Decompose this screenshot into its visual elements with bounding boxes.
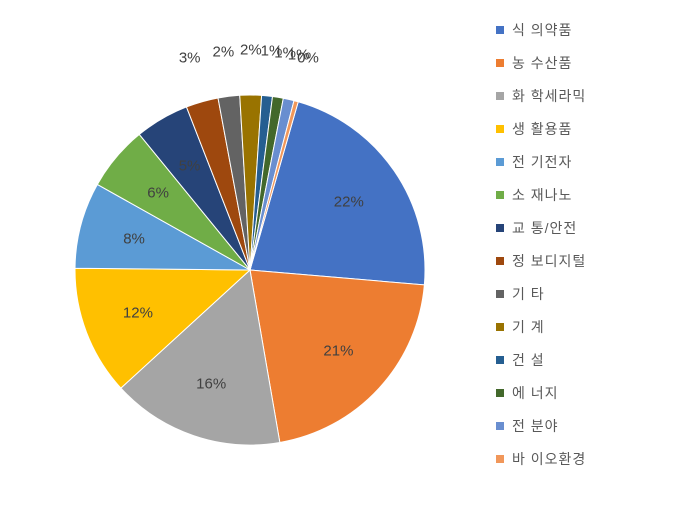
legend-item: 소 재나노: [496, 185, 586, 205]
legend-item: 전 분야: [496, 416, 586, 436]
legend-item: 농 수산품: [496, 53, 586, 73]
pie-area: 22%21%16%12%8%6%5%3%2%2%1%1%1%0%: [10, 10, 490, 510]
chart-container: 22%21%16%12%8%6%5%3%2%2%1%1%1%0% 식 의약품농 …: [10, 10, 669, 510]
legend: 식 의약품농 수산품화 학세라믹생 활용품전 기전자소 재나노교 통/안전정 보…: [490, 10, 586, 482]
legend-label: 전 분야: [512, 416, 559, 436]
legend-label: 바 이오환경: [512, 449, 586, 469]
legend-item: 교 통/안전: [496, 218, 586, 238]
legend-marker: [496, 323, 504, 331]
legend-marker: [496, 422, 504, 430]
legend-label: 소 재나노: [512, 185, 572, 205]
legend-label: 건 설: [512, 350, 545, 370]
legend-item: 전 기전자: [496, 152, 586, 172]
legend-label: 식 의약품: [512, 20, 572, 40]
legend-marker: [496, 59, 504, 67]
slice-label: 16%: [196, 375, 226, 392]
legend-item: 생 활용품: [496, 119, 586, 139]
slice-label: 2%: [213, 43, 235, 60]
legend-marker: [496, 26, 504, 34]
legend-marker: [496, 389, 504, 397]
slice-label: 12%: [123, 304, 153, 321]
legend-item: 건 설: [496, 350, 586, 370]
legend-marker: [496, 224, 504, 232]
legend-item: 기 계: [496, 317, 586, 337]
slice-label: 5%: [179, 158, 201, 175]
legend-label: 생 활용품: [512, 119, 572, 139]
legend-item: 화 학세라믹: [496, 86, 586, 106]
legend-label: 에 너지: [512, 383, 559, 403]
legend-item: 기 타: [496, 284, 586, 304]
legend-label: 화 학세라믹: [512, 86, 586, 106]
legend-marker: [496, 257, 504, 265]
slice-label: 2%: [240, 42, 262, 59]
legend-label: 정 보디지털: [512, 251, 586, 271]
slice-label: 3%: [179, 50, 201, 67]
legend-item: 정 보디지털: [496, 251, 586, 271]
legend-marker: [496, 455, 504, 463]
legend-label: 전 기전자: [512, 152, 572, 172]
legend-marker: [496, 191, 504, 199]
legend-item: 에 너지: [496, 383, 586, 403]
legend-marker: [496, 158, 504, 166]
pie-chart: [10, 10, 490, 510]
legend-marker: [496, 92, 504, 100]
legend-label: 기 계: [512, 317, 545, 337]
slice-label: 6%: [147, 184, 169, 201]
legend-item: 식 의약품: [496, 20, 586, 40]
legend-label: 농 수산품: [512, 53, 572, 73]
legend-marker: [496, 125, 504, 133]
slice-label: 21%: [323, 343, 353, 360]
slice-label: 8%: [123, 231, 145, 248]
slice-label: 22%: [334, 193, 364, 210]
legend-label: 기 타: [512, 284, 545, 304]
legend-label: 교 통/안전: [512, 218, 577, 238]
legend-marker: [496, 356, 504, 364]
legend-item: 바 이오환경: [496, 449, 586, 469]
slice-label: 0%: [297, 49, 319, 66]
legend-marker: [496, 290, 504, 298]
